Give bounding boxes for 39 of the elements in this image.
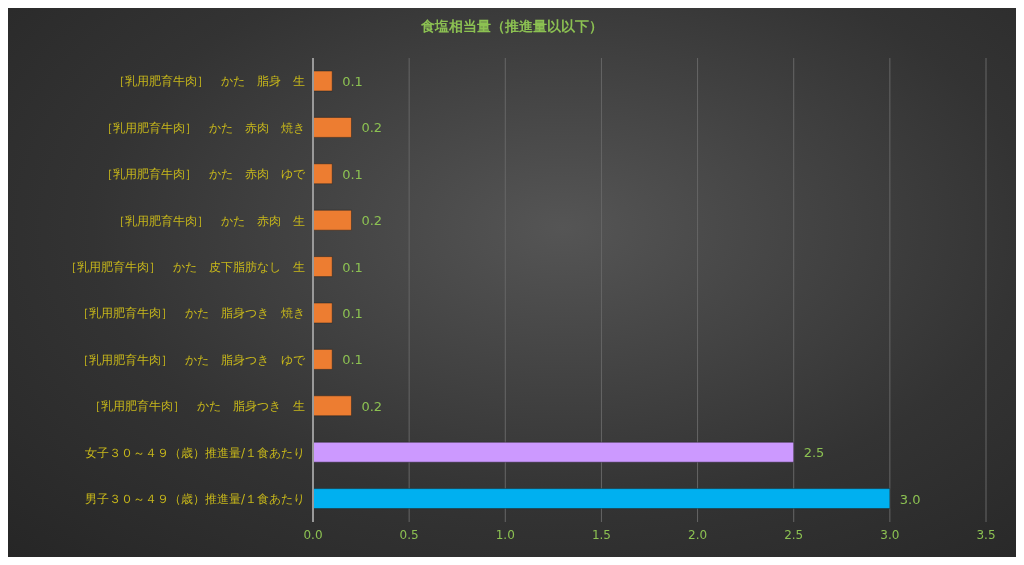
bar <box>313 117 352 138</box>
data-label: 2.5 <box>803 445 825 461</box>
y-tick-label: 男子３０～４９（歳）推進量/１食あたり <box>84 492 305 507</box>
data-label: 0.1 <box>342 259 363 275</box>
chart-title: 食塩相当量（推進量以以下） <box>420 18 604 36</box>
bar <box>313 256 333 277</box>
y-tick-label: ［乳用肥育牛肉］ かた 脂身つき 焼き <box>77 306 305 321</box>
y-tick-label: ［乳用肥育牛肉］ かた 脂身つき ゆで <box>77 352 306 367</box>
bar <box>313 302 333 324</box>
data-label: 0.1 <box>342 352 363 368</box>
y-tick-label: ［乳用肥育牛肉］ かた 脂身つき 生 <box>89 399 305 414</box>
data-label: 0.1 <box>342 74 363 89</box>
bar <box>313 395 352 417</box>
data-label: 3.0 <box>899 491 921 507</box>
bar <box>313 349 333 370</box>
x-tick-label: 3.0 <box>880 527 900 542</box>
x-tick-label: 2.5 <box>784 527 804 542</box>
x-tick-label: 1.0 <box>495 527 515 542</box>
bar <box>313 70 333 92</box>
data-label: 0.2 <box>361 398 383 414</box>
bar <box>313 488 891 509</box>
y-tick-label: ［乳用肥育牛肉］ かた 皮下脂肪なし 生 <box>65 260 305 275</box>
data-label: 0.1 <box>342 166 363 182</box>
y-tick-label: ［乳用肥育牛肉］ かた 赤肉 生 <box>113 213 305 228</box>
x-tick-label: 2.0 <box>688 527 708 542</box>
data-label: 0.2 <box>361 213 383 229</box>
y-tick-label: 女子３０～４９（歳）推進量/１食あたり <box>84 445 305 460</box>
data-label: 0.1 <box>342 306 363 321</box>
x-tick-label: 0.0 <box>303 527 323 542</box>
bar <box>313 209 352 231</box>
bar <box>313 163 333 185</box>
x-tick-label: 0.5 <box>399 527 419 542</box>
data-label: 0.2 <box>361 120 383 136</box>
y-tick-label: ［乳用肥育牛肉］ かた 赤肉 ゆで <box>101 167 306 182</box>
y-tick-label: ［乳用肥育牛肉］ かた 赤肉 焼き <box>101 120 305 135</box>
x-tick-label: 1.5 <box>591 527 611 542</box>
x-tick-label: 3.5 <box>976 527 996 542</box>
y-tick-label: ［乳用肥育牛肉］ かた 脂身 生 <box>113 74 305 89</box>
bar <box>313 441 794 463</box>
